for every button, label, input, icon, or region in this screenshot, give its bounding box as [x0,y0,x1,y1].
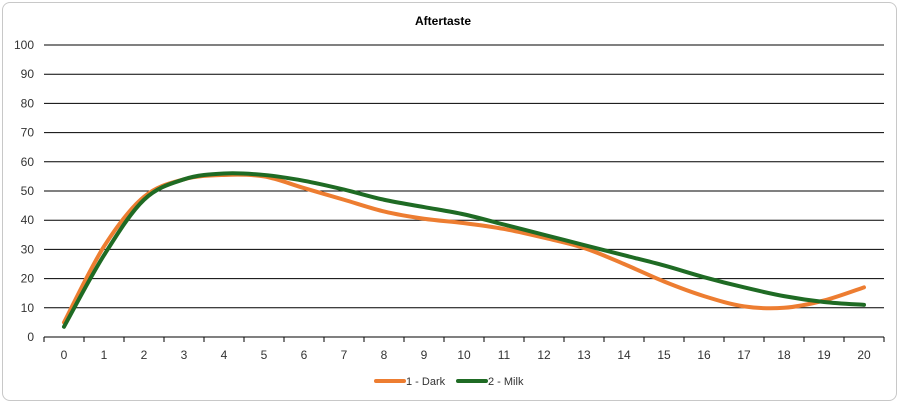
y-tick-label: 10 [21,301,35,315]
series-line-1 [62,172,866,325]
chart-title: Aftertaste [415,14,471,28]
x-tick-label: 0 [61,348,68,362]
y-tick-label: 70 [21,126,35,140]
x-tick-label: 15 [657,348,671,362]
legend-label-1: 1 - Dark [406,376,446,388]
series-lines [62,171,866,329]
y-tick-label: 30 [21,242,35,256]
x-tick-label: 1 [101,348,108,362]
x-tick-label: 19 [817,348,831,362]
legend: 1 - Dark 2 - Milk [374,376,524,388]
y-tick-label: 0 [27,330,34,344]
y-tick-label: 80 [21,96,35,110]
x-tick-label: 5 [261,348,268,362]
x-tick-label: 13 [577,348,591,362]
x-tick-label: 18 [777,348,791,362]
x-tick-label: 11 [498,348,511,362]
x-tick-label: 6 [301,348,308,362]
x-tick-label: 3 [181,348,188,362]
x-tick-label: 2 [141,348,148,362]
x-tick-label: 17 [737,348,751,362]
y-tick-label: 40 [21,213,35,227]
x-tick-label: 9 [421,348,428,362]
y-tick-label: 50 [21,184,35,198]
x-tick-label: 16 [697,348,711,362]
legend-label-2: 2 - Milk [488,376,524,388]
y-axis-tick-labels: 0 10 20 30 40 50 60 70 80 90 100 [14,38,34,344]
series-line-2 [62,171,866,329]
gridlines [44,44,884,309]
x-tick-label: 8 [381,348,388,362]
y-tick-label: 90 [21,67,35,81]
y-tick-label: 60 [21,155,35,169]
x-tick-label: 7 [341,348,348,362]
x-tick-label: 10 [457,348,471,362]
x-tick-label: 4 [221,348,228,362]
x-tick-label: 12 [537,348,551,362]
y-tick-label: 100 [14,38,34,52]
x-tick-label: 14 [617,348,631,362]
y-tick-label: 20 [21,272,35,286]
x-tick-label: 20 [857,348,871,362]
axes [43,336,885,342]
x-axis-tick-labels: 0 1 2 3 4 5 6 7 8 9 10 11 12 13 14 15 16 17 18 19 20 [61,348,871,362]
